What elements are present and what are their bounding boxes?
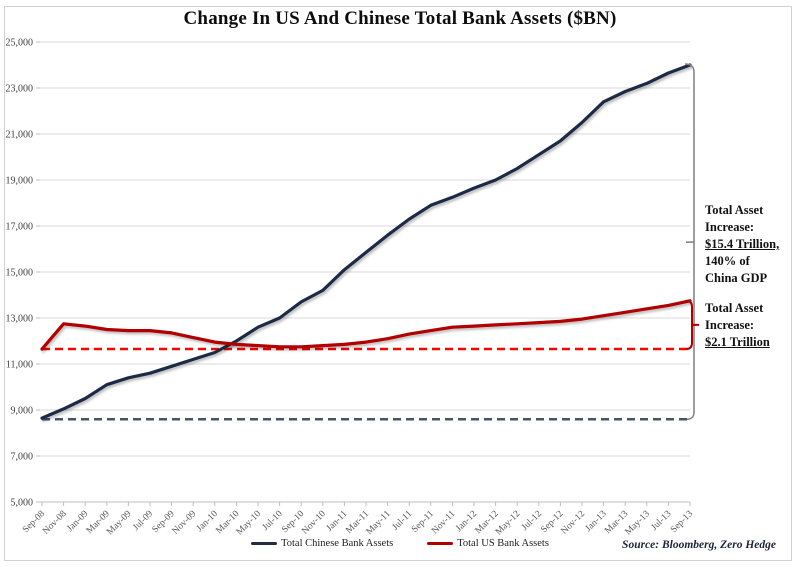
annotation-line: $15.4 Trillion,	[705, 237, 780, 251]
x-tick-label: May-09	[105, 509, 134, 535]
x-tick-label: Nov-08	[41, 509, 69, 535]
series-line-us	[40, 299, 692, 351]
annotation-line: 140% of	[705, 254, 750, 268]
y-tick-label: 23,000	[6, 84, 34, 95]
legend-item-chinese: Total Chinese Bank Assets	[251, 538, 393, 549]
chart-canvas: 5,000 7,000 9,000 11,000 13,000 15,000 17,000 1…	[6, 38, 699, 535]
series-lines	[40, 63, 692, 420]
y-tick-label: 9,000	[11, 406, 34, 417]
bracket-us	[685, 299, 699, 351]
y-tick-label: 17,000	[6, 222, 34, 233]
us-series-swatch-icon	[427, 542, 454, 545]
x-tick-label: Nov-10	[300, 509, 328, 535]
bracket-china	[684, 63, 695, 420]
x-tick-label: Sep-13	[669, 509, 695, 535]
y-tick-label: 21,000	[6, 130, 34, 141]
legend-item-us: Total US Bank Assets	[427, 538, 549, 549]
legend: Total Chinese Bank Assets Total US Bank …	[0, 538, 800, 549]
annotation-line: Total Asset	[705, 301, 764, 315]
x-tick-label: May-13	[624, 509, 653, 535]
series-line-chinese	[40, 63, 692, 420]
annotation-us-increase: Total Asset Increase: $2.1 Trillion	[705, 300, 797, 351]
chart-frame-border	[4, 6, 792, 561]
x-tick-label: Nov-11	[430, 509, 458, 535]
x-tick-label: May-11	[365, 509, 393, 535]
annotation-line: China GDP	[705, 271, 768, 285]
chart-title: Change In US And Chinese Total Bank Asse…	[183, 8, 617, 29]
y-tick-label: 15,000	[6, 268, 34, 279]
gridlines	[40, 41, 690, 503]
y-tick-label: 25,000	[6, 38, 34, 49]
y-tick-label: 5,000	[11, 498, 34, 509]
annotation-line: Total Asset	[705, 203, 764, 217]
annotation-line: $2.1 Trillion	[705, 335, 770, 349]
increase-brackets	[684, 63, 699, 420]
x-tick-label: Nov-09	[171, 509, 199, 535]
annotation-line: Increase:	[705, 220, 755, 234]
x-tick-label: May-10	[235, 509, 264, 535]
x-tick-label: Nov-12	[560, 509, 588, 535]
y-tick-label: 7,000	[11, 452, 34, 463]
x-tick-label: May-12	[494, 509, 523, 535]
legend-label-us: Total US Bank Assets	[457, 538, 549, 549]
source-note: Source: Bloomberg, Zero Hedge	[622, 539, 776, 551]
annotation-china-increase: Total Asset Increase: $15.4 Trillion, 140% …	[705, 202, 797, 287]
reference-lines	[42, 347, 688, 421]
chinese-series-swatch-icon	[251, 542, 278, 545]
legend-label-chinese: Total Chinese Bank Assets	[281, 538, 394, 549]
annotation-line: Increase:	[705, 318, 755, 332]
axes	[36, 41, 691, 506]
y-tick-label: 19,000	[6, 176, 34, 187]
y-tick-label: 11,000	[6, 360, 33, 371]
y-tick-label: 13,000	[6, 314, 34, 325]
